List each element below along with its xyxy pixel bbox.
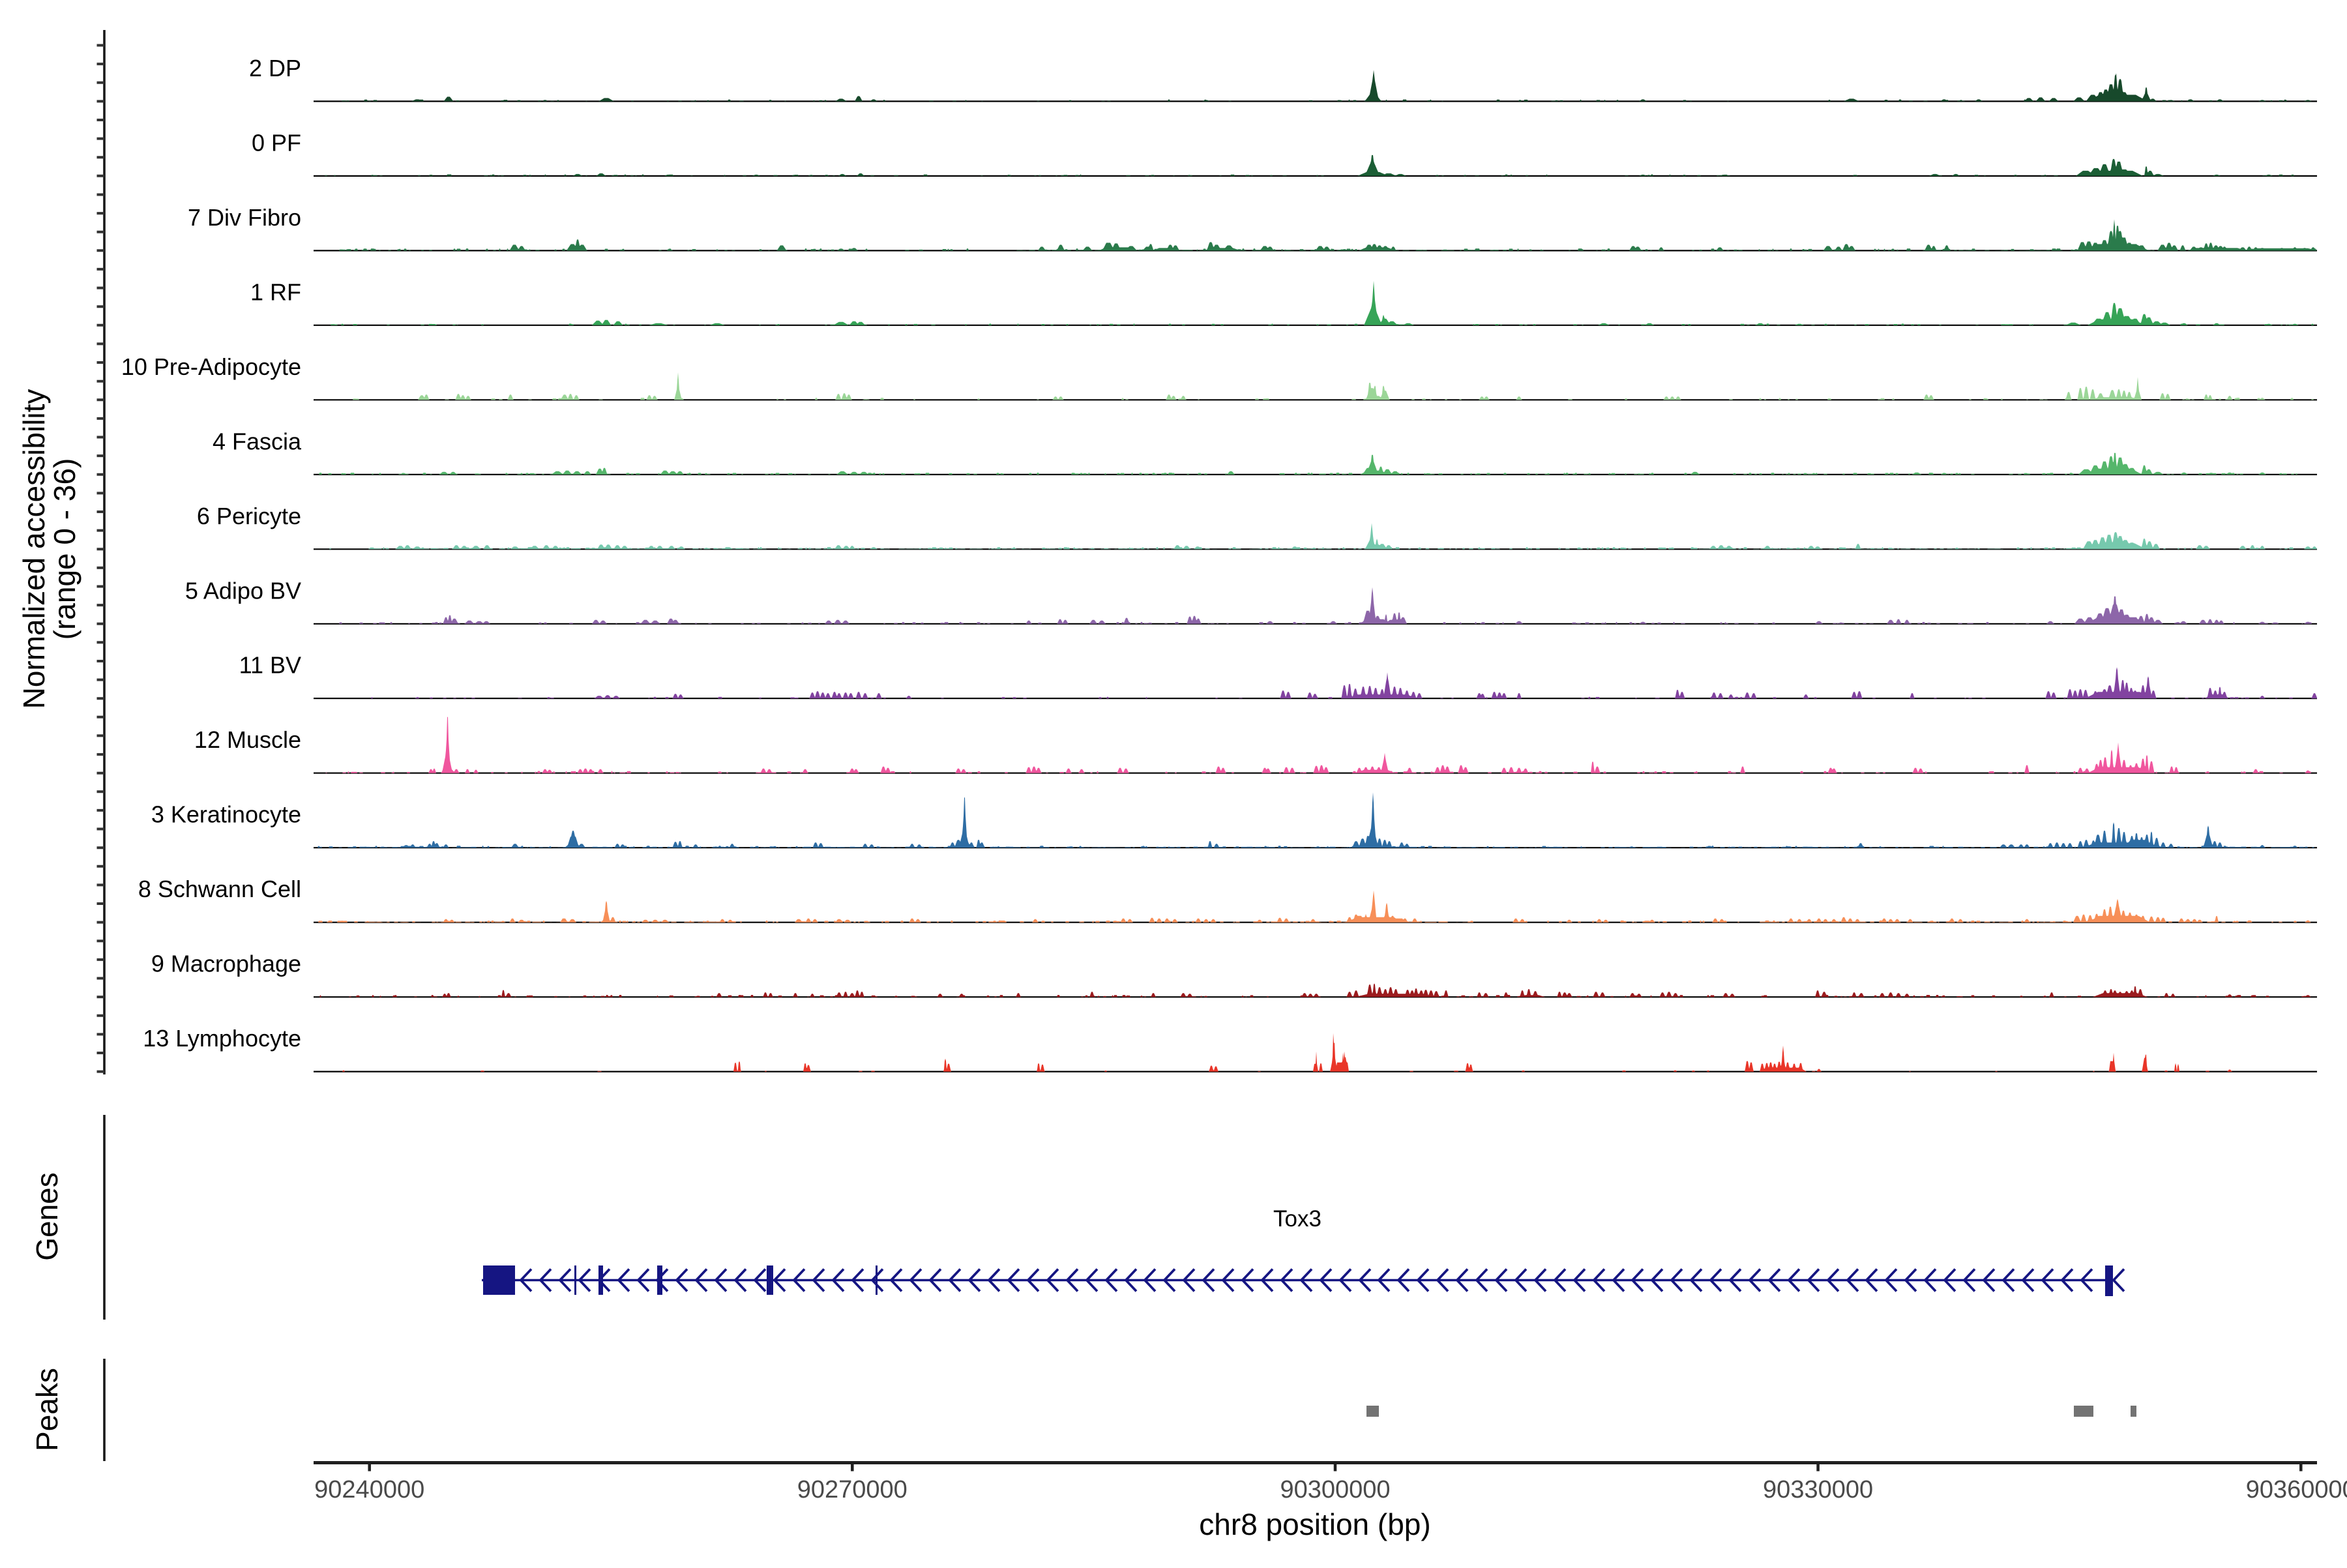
svg-text:90360000: 90360000: [2246, 1476, 2347, 1503]
svg-text:3 Keratinocyte: 3 Keratinocyte: [151, 801, 301, 828]
svg-text:90270000: 90270000: [797, 1476, 908, 1503]
svg-text:2 DP: 2 DP: [249, 55, 301, 81]
svg-text:5 Adipo BV: 5 Adipo BV: [185, 577, 301, 604]
svg-text:0 PF: 0 PF: [252, 129, 301, 156]
svg-text:13 Lymphocyte: 13 Lymphocyte: [143, 1025, 301, 1052]
svg-text:90330000: 90330000: [1763, 1476, 1873, 1503]
svg-text:11 BV: 11 BV: [239, 652, 301, 679]
svg-text:Normalized accessibility: Normalized accessibility: [17, 389, 51, 709]
svg-text:90300000: 90300000: [1280, 1476, 1390, 1503]
svg-text:Peaks: Peaks: [30, 1368, 64, 1451]
svg-text:1 RF: 1 RF: [250, 278, 301, 305]
svg-text:90240000: 90240000: [314, 1476, 424, 1503]
svg-text:7 Div Fibro: 7 Div Fibro: [188, 204, 301, 231]
svg-text:8 Schwann Cell: 8 Schwann Cell: [138, 876, 301, 902]
svg-text:Genes: Genes: [30, 1172, 64, 1261]
svg-text:(range 0 - 36): (range 0 - 36): [48, 458, 81, 640]
svg-text:Tox3: Tox3: [1273, 1206, 1321, 1232]
svg-text:10 Pre-Adipocyte: 10 Pre-Adipocyte: [121, 353, 301, 380]
svg-text:12 Muscle: 12 Muscle: [194, 726, 301, 753]
svg-text:chr8 position (bp): chr8 position (bp): [1199, 1507, 1430, 1541]
svg-text:4 Fascia: 4 Fascia: [213, 428, 302, 454]
svg-text:9 Macrophage: 9 Macrophage: [151, 951, 301, 977]
svg-text:6 Pericyte: 6 Pericyte: [197, 503, 301, 529]
